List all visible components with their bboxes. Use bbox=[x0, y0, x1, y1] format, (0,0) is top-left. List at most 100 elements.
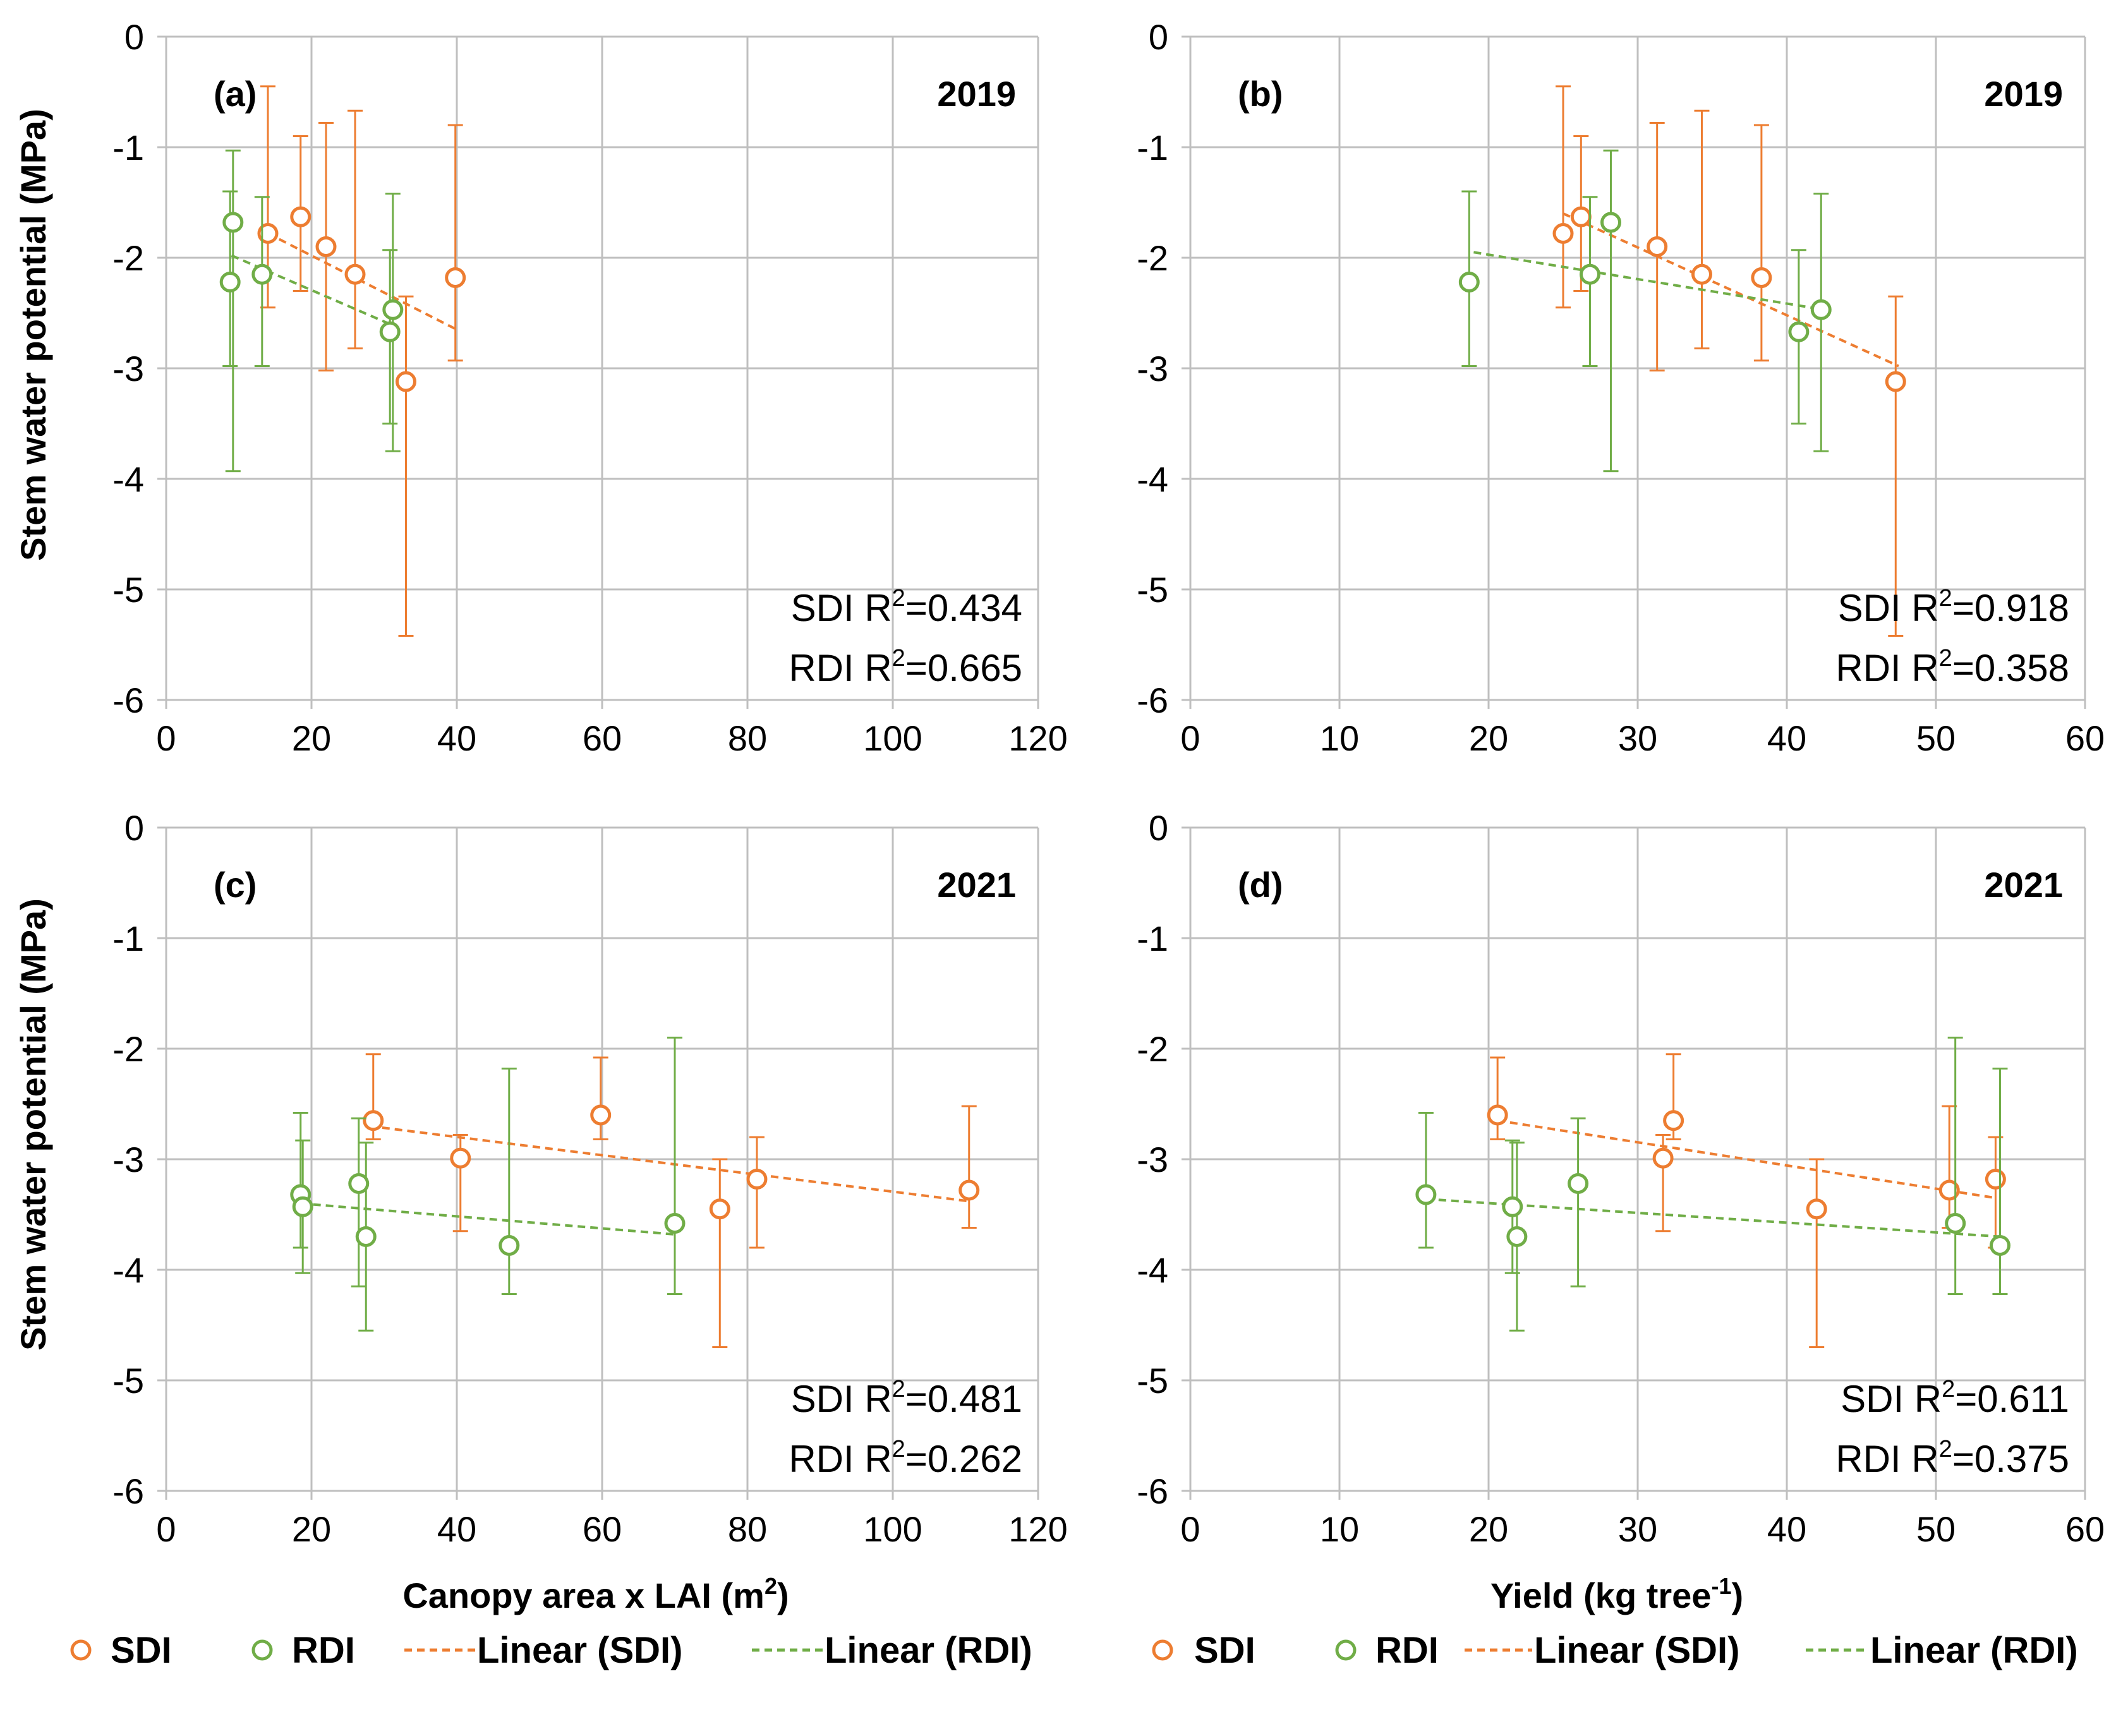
x-tick-label: 60 bbox=[2065, 1509, 2105, 1549]
rdi-point bbox=[1945, 1213, 1966, 1234]
x-tick-label: 40 bbox=[437, 718, 476, 758]
sdi-point bbox=[450, 1147, 471, 1169]
legend-sdi-marker bbox=[1152, 1639, 1173, 1661]
x-tick-label: 0 bbox=[156, 718, 176, 758]
y-tick-label: 0 bbox=[1149, 17, 1168, 57]
rdi-point bbox=[1415, 1184, 1437, 1205]
x-axis-label-yield-sup: -1 bbox=[1711, 1573, 1731, 1599]
y-tick-label: -1 bbox=[112, 919, 144, 958]
panel-year: 2021 bbox=[1984, 865, 2063, 905]
x-tick-label: 100 bbox=[863, 1509, 922, 1549]
sdi-r2-label: SDI R2=0.481 bbox=[791, 1376, 1022, 1420]
panel-letter: (a) bbox=[214, 74, 257, 114]
panel-letter: (d) bbox=[1238, 865, 1283, 905]
x-tick-label: 20 bbox=[292, 718, 331, 758]
legend-rdi-label: RDI bbox=[1375, 1630, 1439, 1671]
panel-year: 2019 bbox=[1984, 74, 2063, 114]
x-tick-label: 60 bbox=[583, 718, 622, 758]
sdi-point bbox=[315, 236, 337, 257]
y-tick-label: -6 bbox=[1137, 680, 1168, 720]
x-tick-label: 30 bbox=[1618, 1509, 1657, 1549]
x-tick-label: 10 bbox=[1320, 718, 1359, 758]
sdi-point bbox=[746, 1169, 768, 1190]
y-tick-label: -5 bbox=[112, 1361, 144, 1401]
y-tick-label: 0 bbox=[124, 808, 144, 848]
y-tick-label: -1 bbox=[112, 128, 144, 167]
sdi-point bbox=[1487, 1104, 1508, 1126]
y-tick-label: -5 bbox=[112, 570, 144, 610]
y-tick-label: -2 bbox=[112, 1029, 144, 1069]
x-tick-label: 50 bbox=[1916, 718, 1956, 758]
y-tick-label: -1 bbox=[1137, 128, 1168, 167]
rdi-point bbox=[355, 1226, 377, 1247]
sdi-r2-label: SDI R2=0.918 bbox=[1838, 585, 2069, 629]
x-tick-label: 120 bbox=[1008, 1509, 1067, 1549]
rdi-trendline bbox=[1473, 251, 1825, 311]
legend-sdi-label: SDI bbox=[111, 1630, 172, 1671]
sdi-r2-label: SDI R2=0.434 bbox=[791, 585, 1022, 629]
legend-sdi-marker bbox=[70, 1639, 92, 1661]
y-tick-label: -3 bbox=[1137, 1140, 1168, 1179]
legend-sdi-label: SDI bbox=[1194, 1630, 1255, 1671]
sdi-point bbox=[1647, 236, 1668, 257]
rdi-point bbox=[1810, 299, 1832, 320]
sdi-point bbox=[1552, 223, 1574, 244]
rdi-r2-label: RDI R2=0.665 bbox=[789, 645, 1022, 689]
legend-right: SDI RDI Linear (SDI) Linear (RDI) bbox=[1152, 1630, 2078, 1671]
y-tick-label: -6 bbox=[112, 680, 144, 720]
y-tick-label: 0 bbox=[1149, 808, 1168, 848]
sdi-point bbox=[344, 263, 366, 285]
y-tick-label: -1 bbox=[1137, 919, 1168, 958]
rdi-point bbox=[292, 1196, 313, 1217]
y-axis-label-top: Stem water potential (MPa) bbox=[13, 109, 53, 561]
legend-rdi-marker bbox=[1335, 1639, 1357, 1661]
sdi-point bbox=[1985, 1169, 2006, 1190]
rdi-point bbox=[1506, 1226, 1528, 1247]
x-axis-label-yield: Yield (kg tree-1) bbox=[1490, 1573, 1743, 1615]
rdi-point bbox=[222, 212, 244, 233]
x-tick-label: 120 bbox=[1008, 718, 1067, 758]
rdi-point bbox=[1458, 272, 1480, 292]
x-tick-label: 20 bbox=[1469, 1509, 1508, 1549]
x-axis-label-canopy-end: ) bbox=[777, 1576, 789, 1615]
rdi-point bbox=[382, 299, 404, 320]
panel-year: 2021 bbox=[937, 865, 1016, 905]
rdi-r2-label: RDI R2=0.262 bbox=[789, 1436, 1022, 1480]
sdi-point bbox=[1751, 267, 1772, 288]
y-tick-label: 0 bbox=[124, 17, 144, 57]
y-axis-label-bottom: Stem water potential (MPa) bbox=[13, 898, 53, 1351]
panel-c: 0 20 40 60 80 100 120 0 -1 -2 -3 -4 -5 -6 (c) 2021 SDI R… bbox=[112, 808, 1068, 1549]
sdi-point bbox=[363, 1110, 384, 1131]
sdi-point bbox=[1691, 263, 1712, 285]
y-tick-label: -4 bbox=[1137, 1250, 1168, 1290]
x-tick-label: 10 bbox=[1320, 1509, 1359, 1549]
x-axis-label-yield-main: Yield (kg tree bbox=[1490, 1576, 1712, 1615]
panel-letter: (c) bbox=[214, 865, 257, 905]
rdi-point bbox=[1568, 1173, 1589, 1194]
panel-a: 0 20 40 60 80 100 120 0 -1 -2 -3 -4 -5 -6 (a) 2019 SDI R… bbox=[112, 17, 1068, 758]
rdi-point bbox=[219, 272, 241, 292]
panel-d: 0 10 20 30 40 50 60 0 -1 -2 -3 -4 -5 -6 (d) 2021 SDI R2=… bbox=[1137, 808, 2105, 1549]
sdi-point bbox=[445, 267, 466, 288]
rdi-point bbox=[499, 1235, 520, 1256]
y-tick-label: -3 bbox=[112, 349, 144, 389]
y-tick-label: -6 bbox=[112, 1471, 144, 1511]
x-axis-label-canopy: Canopy area x LAI (m2) bbox=[402, 1573, 789, 1615]
legend-rdi-marker bbox=[251, 1639, 273, 1661]
legend-linear-rdi-label: Linear (RDI) bbox=[1870, 1630, 2078, 1671]
sdi-point bbox=[1806, 1198, 1827, 1220]
sdi-trendline bbox=[1497, 1119, 1996, 1200]
panel-year: 2019 bbox=[937, 74, 1016, 114]
x-tick-label: 80 bbox=[728, 718, 767, 758]
x-axis-label-yield-end: ) bbox=[1731, 1576, 1743, 1615]
legend-rdi-label: RDI bbox=[292, 1630, 355, 1671]
y-tick-label: -5 bbox=[1137, 570, 1168, 610]
rdi-point bbox=[1579, 263, 1600, 285]
panel-letter: (b) bbox=[1238, 74, 1283, 114]
rdi-trendline bbox=[300, 1202, 675, 1236]
rdi-point bbox=[1788, 321, 1810, 342]
sdi-point bbox=[396, 371, 416, 392]
sdi-point bbox=[1663, 1110, 1684, 1131]
